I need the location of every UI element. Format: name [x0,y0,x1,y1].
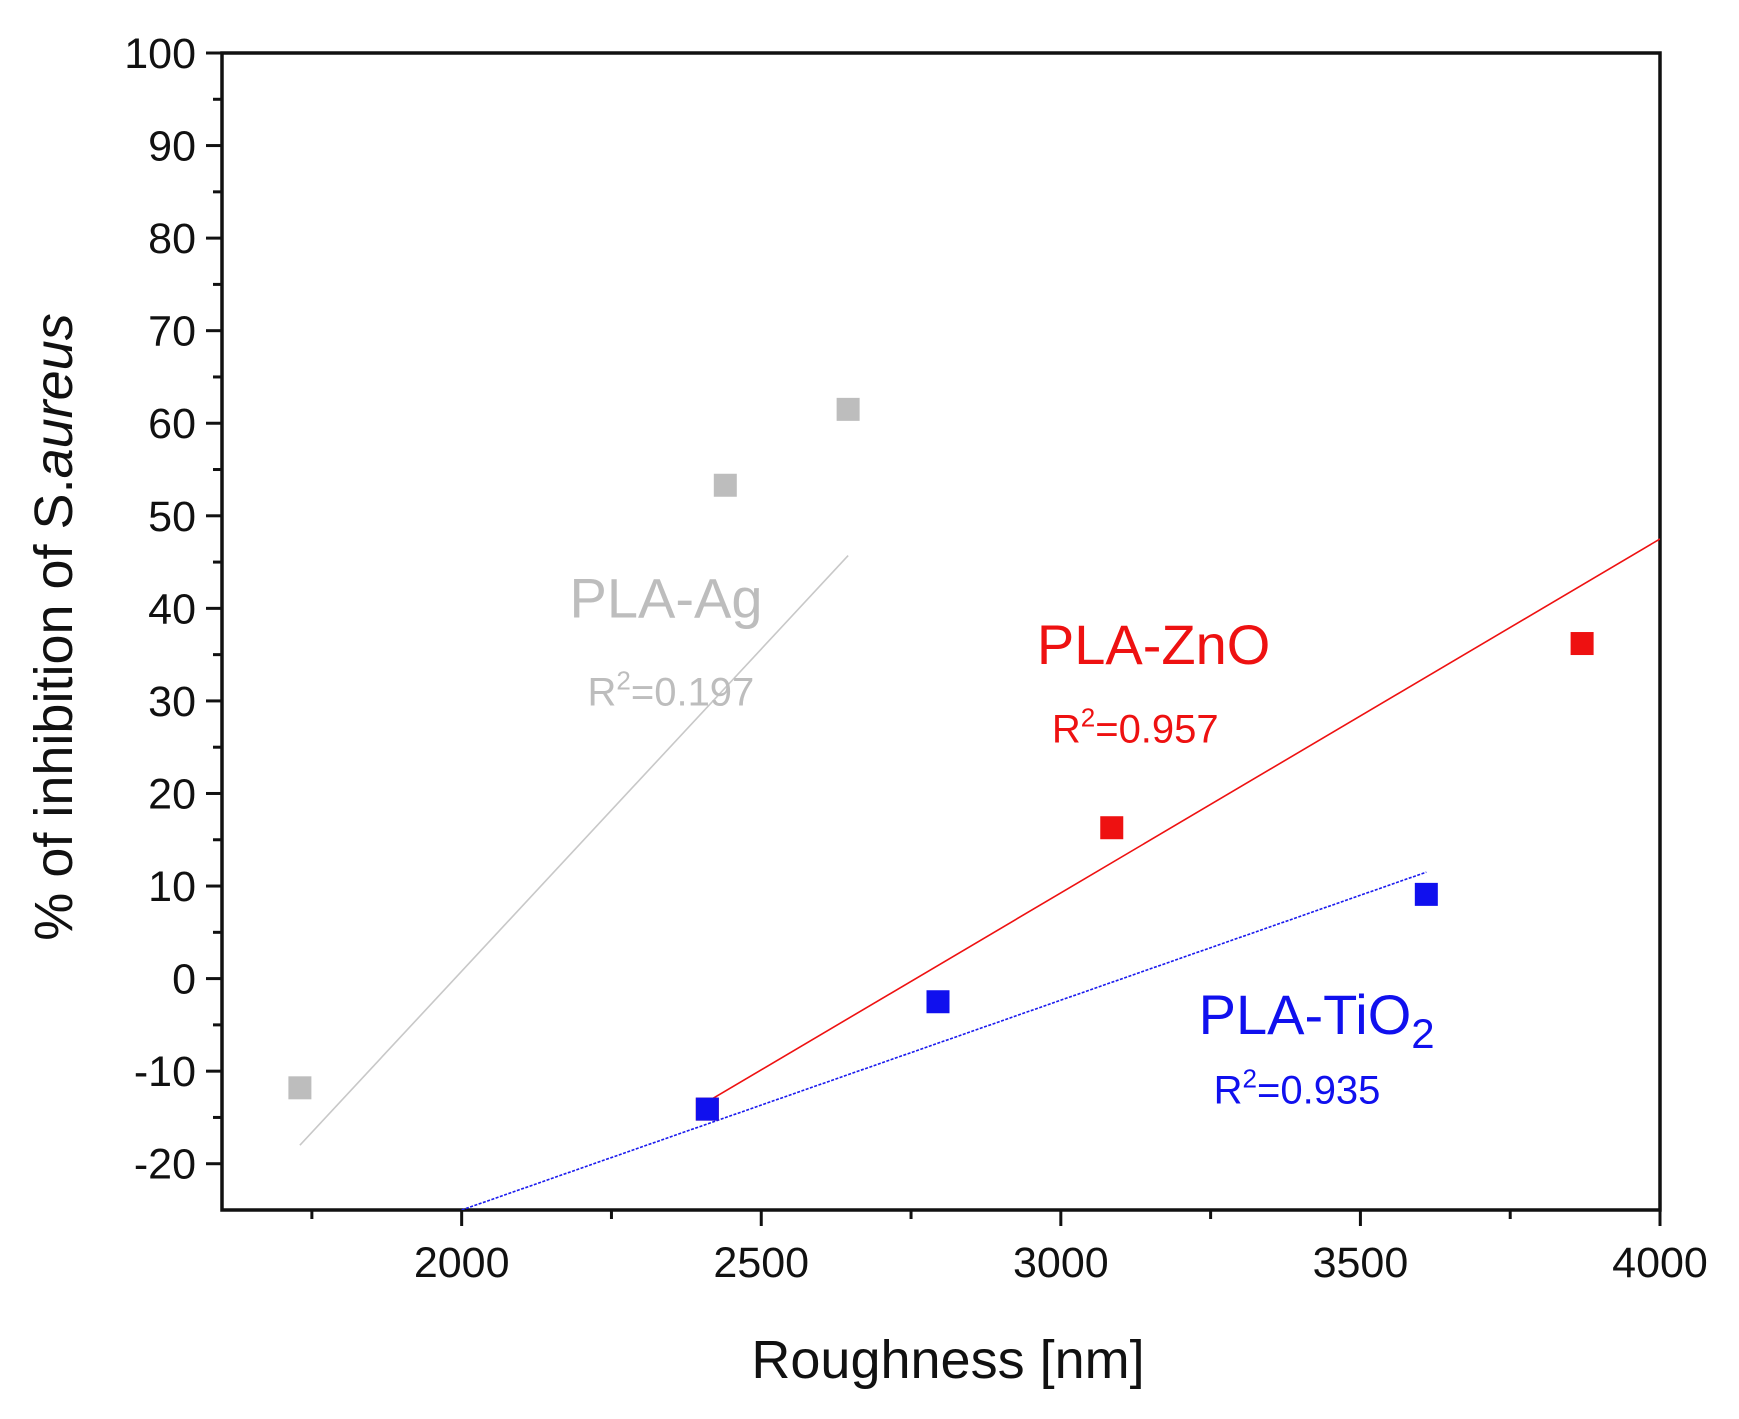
y-axis-label-species-italic: aureus [24,313,84,478]
y-tick-label: 100 [124,30,196,78]
pla-tio2-label: PLA-TiO2 [1199,983,1435,1057]
pla-ag-r2-prefix: R [587,671,616,715]
pla-tio2-r2: R2=0.935 [1214,1064,1381,1113]
pla-tio2-r2-prefix: R [1214,1069,1243,1113]
y-tick-label: 0 [172,956,196,1004]
pla-tio2-r2-value: =0.935 [1257,1069,1380,1113]
y-tick-label: -10 [134,1048,196,1096]
y-axis-label: % of inhibition of S.aureus [24,313,84,940]
pla-tio2-point [1414,882,1438,906]
pla-tio2-point [695,1097,719,1121]
y-tick-label: 20 [148,770,196,818]
pla-ag-label-text: PLA-Ag [570,567,763,630]
pla-ag-label: PLA-Ag [570,567,763,630]
y-tick-label: 90 [148,123,196,171]
y-tick-label: 60 [148,400,196,448]
y-axis-label-prefix: % of inhibition of [24,529,84,940]
y-tick-label: 50 [148,493,196,541]
x-axis-label: Roughness [nm] [751,1330,1144,1390]
pla-ag-fit-line [299,555,849,1146]
y-tick-label: 40 [148,585,196,633]
pla-tio2-label-subscript: 2 [1411,1010,1434,1057]
pla-tio2-point [926,990,950,1014]
pla-zno-point [1100,816,1124,840]
data-points [288,397,1594,1121]
y-tick-label: 80 [148,215,196,263]
pla-ag-r2-value: =0.197 [631,671,754,715]
pla-zno-r2-value: =0.957 [1095,708,1218,752]
pla-tio2-label-text: PLA-TiO [1199,983,1412,1046]
fit-lines [299,538,1660,1210]
y-tick-label: 10 [148,863,196,911]
pla-zno-point [1570,632,1594,656]
pla-tio2-fit-line [461,871,1427,1210]
x-tick-label: 4000 [1612,1239,1708,1287]
pla-tio2-r2-superscript: 2 [1243,1064,1257,1094]
pla-ag-point [836,397,860,421]
pla-ag-point [288,1076,312,1100]
y-tick-label: -20 [134,1141,196,1189]
series-labels: PLA-AgR2=0.197PLA-ZnOR2=0.957PLA-TiO2R2=… [570,567,1435,1113]
pla-ag-r2: R2=0.197 [587,666,754,715]
pla-zno-label-text: PLA-ZnO [1037,613,1270,676]
pla-zno-fit-line [706,538,1660,1103]
x-tick-label: 3000 [1013,1239,1109,1287]
pla-zno-label: PLA-ZnO [1037,613,1270,676]
y-tick-label: 70 [148,308,196,356]
pla-zno-r2-superscript: 2 [1081,703,1095,733]
y-tick-label: 30 [148,678,196,726]
x-tick-label: 3500 [1313,1239,1409,1287]
plot-area [220,51,1662,1212]
pla-ag-point [713,473,737,497]
pla-zno-r2: R2=0.957 [1052,703,1219,752]
x-tick-label: 2000 [414,1239,510,1287]
x-tick-label: 2500 [713,1239,809,1287]
pla-zno-r2-prefix: R [1052,708,1081,752]
plot-frame [220,51,1662,1212]
pla-ag-r2-superscript: 2 [616,666,630,696]
y-axis-label-species: S. [24,478,84,529]
